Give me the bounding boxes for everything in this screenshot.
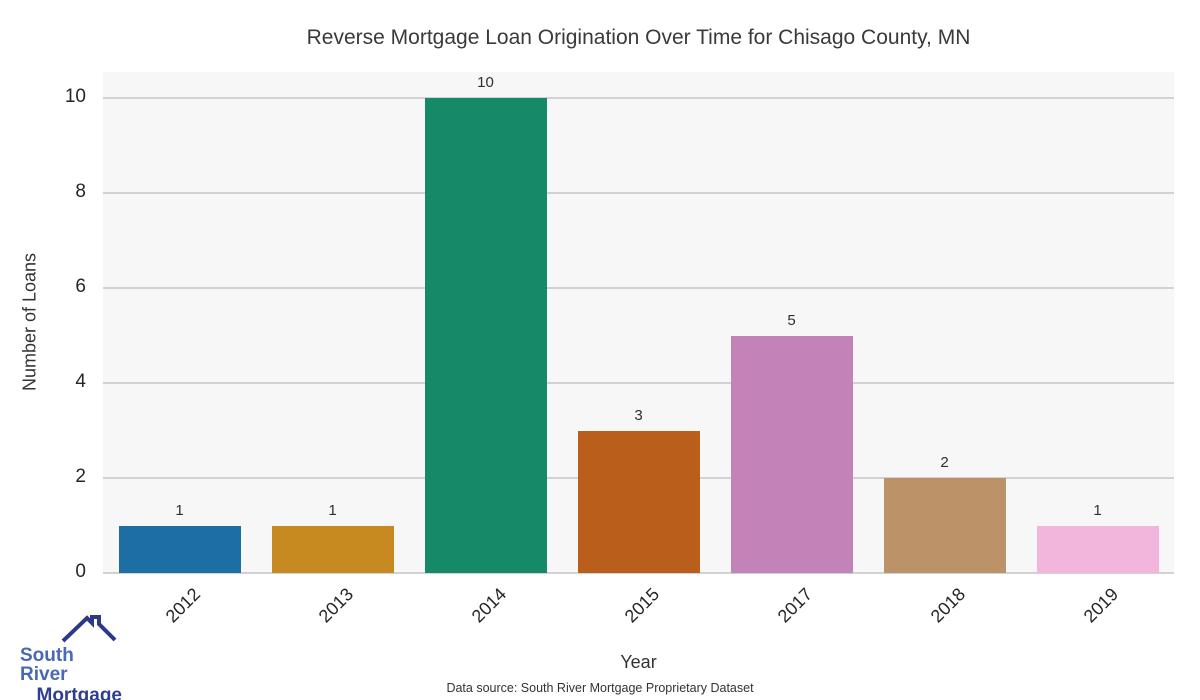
y-tick-label-0: 0 bbox=[75, 561, 86, 582]
bar-2017 bbox=[730, 335, 853, 573]
gridline-y4 bbox=[103, 382, 1174, 385]
chart-title: Reverse Mortgage Loan Origination Over T… bbox=[306, 26, 971, 49]
bar-value-2019: 1 bbox=[1093, 501, 1102, 519]
bar-value-2018: 2 bbox=[940, 454, 949, 472]
gridline-y0 bbox=[103, 572, 1174, 574]
bar-value-2017: 5 bbox=[787, 311, 796, 329]
gridline-y10 bbox=[103, 97, 1174, 100]
brand-logo: South River Mortgage bbox=[20, 614, 122, 700]
y-tick-label-4: 4 bbox=[75, 371, 86, 393]
logo-line2: Mortgage bbox=[36, 685, 123, 700]
data-source-note: Data source: South River Mortgage Propri… bbox=[446, 681, 754, 695]
y-tick-label-6: 6 bbox=[75, 276, 86, 298]
bar-value-2012: 1 bbox=[175, 501, 184, 519]
bar-2019 bbox=[1036, 525, 1159, 573]
bar-2014 bbox=[424, 98, 547, 573]
bar-2015 bbox=[577, 430, 700, 573]
gridline-y8 bbox=[103, 192, 1174, 195]
logo-line1: South River bbox=[20, 645, 74, 685]
house-roof-icon bbox=[61, 615, 117, 643]
y-tick-label-8: 8 bbox=[75, 181, 86, 203]
bar-value-2015: 3 bbox=[634, 406, 643, 424]
bar-2012 bbox=[118, 525, 241, 573]
bar-2018 bbox=[883, 478, 1006, 573]
x-axis-label: Year bbox=[620, 652, 657, 672]
gridline-y6 bbox=[103, 287, 1174, 290]
y-tick-label-2: 2 bbox=[75, 466, 86, 488]
bar-value-2013: 1 bbox=[328, 501, 337, 519]
y-tick-label-10: 10 bbox=[64, 86, 86, 108]
bar-2013 bbox=[271, 525, 394, 573]
bar-value-2014: 10 bbox=[477, 74, 494, 92]
